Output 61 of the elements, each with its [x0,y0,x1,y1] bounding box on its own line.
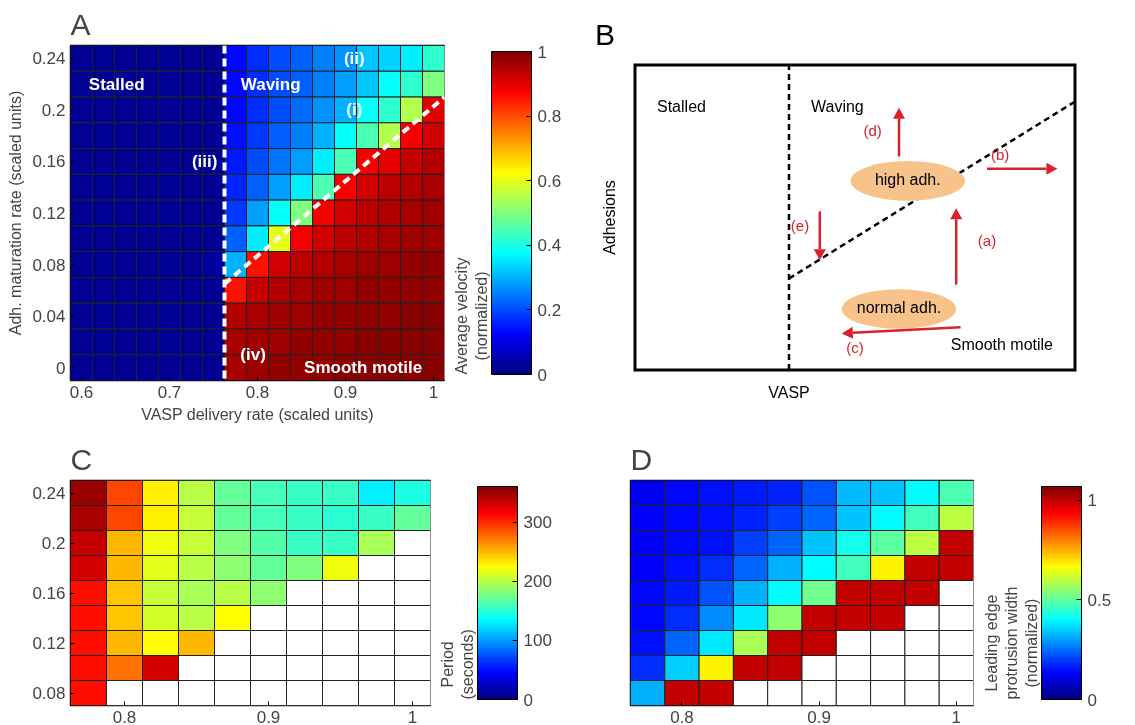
text: Smooth motile [950,335,1054,353]
color-bar-title: Period (seconds) [439,629,477,700]
x-tick-label: 1 [407,707,418,725]
text: Waving [811,97,864,115]
x-tick-label: 0.9 [256,707,281,725]
text: B [595,18,616,51]
color-bar-label: 1 [1087,491,1097,511]
text: VASP [768,384,810,401]
color-bar-title: Average velocity (normalized) [453,257,491,375]
color-bar-label: 300 [523,513,552,532]
y-tick-label: 0.16 [32,584,66,603]
y-tick-label: 0.04 [32,307,66,327]
x-tick-label: 1 [951,707,962,725]
color-bar-label: 0 [523,690,533,710]
color-bar-label: 0.5 [1087,590,1112,610]
x-tick-label: 0.6 [69,382,94,402]
x-tick-label: 0.8 [112,707,137,725]
y-tick-label: 0.2 [41,534,66,553]
text: Stalled [657,97,706,115]
y-axis-title: Adh. maturation rate (scaled units) [7,90,25,336]
annotation: (iii) [191,151,218,171]
color-bar-label: 100 [523,631,552,651]
color-bar-label: 0.8 [537,107,562,127]
y-tick-label: 0.16 [32,152,66,172]
color-bar-label: 0.2 [537,300,562,320]
chart-title: C [70,442,93,476]
text: (c) [846,338,864,356]
text: normal adh. [856,299,942,317]
chart-title: A [70,7,91,41]
color-bar-label: 0.6 [537,171,562,191]
y-tick-label: 0.08 [32,255,66,275]
y-tick-label: 0.08 [32,684,66,703]
annotation: (iv) [240,345,266,365]
text: (b) [991,146,1010,164]
chart-title: D [630,442,653,476]
x-tick-label: 0.7 [157,382,182,402]
x-tick-label: 0.9 [333,382,358,402]
color-bar-label: 0 [1087,690,1097,710]
text: high adh. [874,171,941,189]
y-tick-label: 0.2 [41,100,66,120]
color-bar-label: 200 [523,572,552,592]
x-tick-label: 0.9 [807,707,831,725]
text: (d) [863,122,882,140]
x-tick-label: 0.8 [245,382,270,402]
color-bar-title: Leading edge protrusion width (normalized) [982,586,1041,700]
color-bar-label: 0 [537,365,547,385]
x-axis-title: VASP delivery rate (scaled units) [141,405,374,423]
y-tick-label: 0.12 [32,204,66,223]
annotation: Smooth motile [304,358,423,378]
x-tick-label: 1 [428,382,439,402]
text: (a) [977,231,997,249]
color-bar-label: 0.4 [537,236,562,256]
y-tick-label: 0 [56,358,66,378]
y-tick-label: 0.12 [32,634,66,653]
annotation: Stalled [88,74,145,94]
text: (e) [790,216,810,234]
y-tick-label: 0.24 [32,49,66,69]
y-tick-label: 0.24 [32,484,66,503]
x-tick-label: 0.8 [670,707,694,725]
text: Adhesions [601,180,618,255]
color-bar-label: 1 [537,42,547,62]
